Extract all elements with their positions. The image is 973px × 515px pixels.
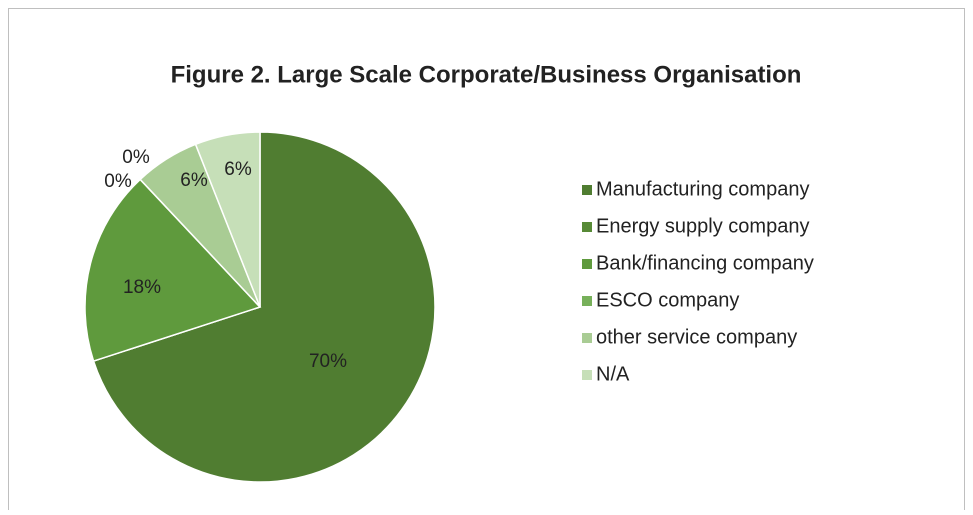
pie-slice bbox=[92, 131, 436, 483]
legend-label: Bank/financing company bbox=[596, 252, 814, 274]
chart-title: Figure 2. Large Scale Corporate/Business… bbox=[171, 61, 802, 88]
data-label: 6% bbox=[180, 170, 208, 191]
legend-label: ESCO company bbox=[596, 289, 739, 311]
legend-label: other service company bbox=[596, 326, 797, 348]
pie-slice bbox=[194, 131, 261, 308]
data-label: 0% bbox=[104, 171, 132, 192]
legend-swatch bbox=[582, 333, 592, 343]
data-label: 6% bbox=[224, 159, 252, 180]
chart-frame bbox=[8, 8, 965, 510]
legend-swatch bbox=[582, 296, 592, 306]
legend-label: Energy supply company bbox=[596, 215, 809, 237]
pie-slice bbox=[84, 178, 262, 363]
data-label: 18% bbox=[123, 277, 161, 298]
data-label: 70% bbox=[309, 351, 347, 372]
legend-swatch bbox=[582, 370, 592, 380]
legend-label: Manufacturing company bbox=[596, 178, 809, 200]
legend-label: N/A bbox=[596, 363, 630, 385]
data-label: 0% bbox=[122, 147, 150, 168]
legend-swatch bbox=[582, 222, 592, 232]
legend-swatch bbox=[582, 185, 592, 195]
legend-swatch bbox=[582, 259, 592, 269]
